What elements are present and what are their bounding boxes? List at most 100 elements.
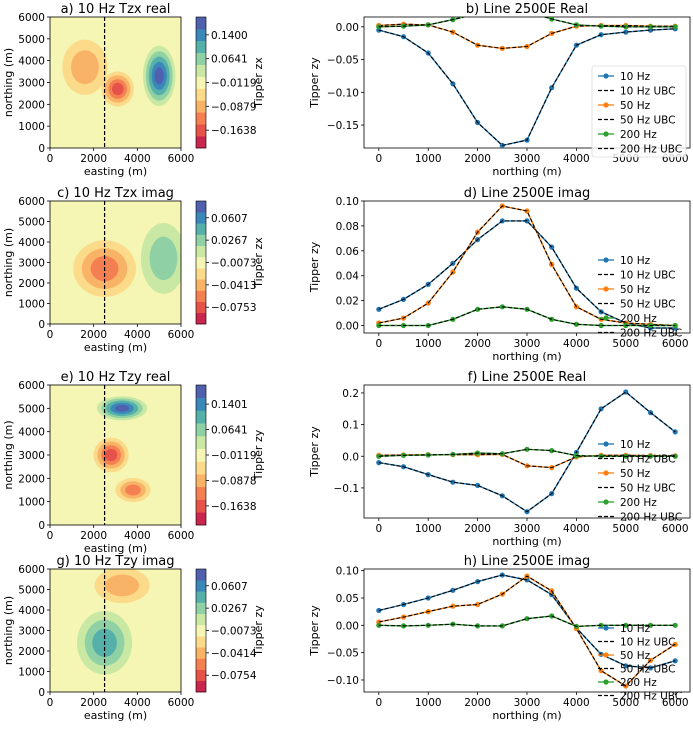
colorbar-tick-label: 0.0267 [211, 603, 248, 615]
y-tick-label: −0.15 [327, 120, 359, 132]
data-point [672, 429, 678, 435]
legend-label: 200 Hz UBC [620, 691, 682, 703]
colorbar-bin [196, 591, 206, 603]
colorbar-tick-label: −0.0414 [211, 648, 257, 660]
y-tick-label: 0.00 [336, 321, 359, 333]
x-tick-label: 4000 [124, 697, 151, 709]
x-tick-label: 3000 [514, 338, 541, 350]
x-tick-label: 0 [375, 697, 382, 709]
y-tick-label: 0.2 [342, 388, 359, 400]
x-axis-label: easting (m) [84, 341, 147, 354]
map-panel-2: e) 10 Hz Tzy real 0 1000 2000 3000 4000 5000 60… [2, 370, 265, 555]
data-point [450, 479, 456, 485]
y-axis-label: northing (m) [2, 228, 15, 297]
colorbar: 0.1400 0.0641 −0.0119 −0.0879 −0.1638 Tipper … [195, 16, 265, 149]
colorbar-bin [196, 658, 206, 670]
legend-marker [603, 470, 609, 476]
colorbar-bin [196, 234, 206, 247]
y-tick-label: 4000 [18, 237, 45, 249]
y-tick-label: 5000 [18, 34, 45, 46]
legend-label: 10 Hz UBC [620, 637, 675, 649]
data-point [450, 587, 456, 593]
colorbar-tick-label: 0.0607 [211, 213, 248, 225]
colorbar: 0.0607 0.0267 −0.0073 −0.0413 −0.0753 Tipper … [195, 200, 265, 325]
x-tick-label: 2000 [464, 697, 491, 709]
y-tick-label: 0.0 [342, 451, 359, 463]
line-panel-3: h) Line 2500E imag 0 1000 2000 3000 4000 5000 6… [308, 554, 691, 722]
legend-label: 200 Hz UBC [620, 512, 682, 524]
plot-frame [363, 568, 691, 693]
map-title: a) 10 Hz Tzx real [61, 2, 171, 17]
data-point [623, 24, 629, 30]
colorbar-bin [196, 499, 206, 513]
x-tick-label: 6000 [168, 329, 195, 341]
y-tick-label: 5000 [18, 585, 45, 597]
x-tick-label: 2000 [80, 697, 107, 709]
x-tick-label: 6000 [168, 697, 195, 709]
colorbar-bin [196, 290, 206, 302]
x-axis-label: northing (m) [492, 165, 561, 178]
legend-label: 200 Hz UBC [620, 144, 682, 156]
y-tick-label: 1000 [18, 121, 45, 133]
y-tick-label: 1000 [18, 667, 45, 679]
colorbar-bin [196, 636, 206, 648]
data-point [672, 453, 678, 459]
data-point [672, 24, 678, 30]
contour-level [71, 50, 99, 85]
map-title: g) 10 Hz Tzy imag [57, 554, 175, 569]
ubc-series-line [378, 575, 676, 687]
y-tick-label: 0.10 [336, 196, 359, 208]
colorbar-bin [196, 52, 206, 65]
colorbar-tick-label: 0.0641 [211, 425, 248, 437]
colorbar-bin [196, 448, 206, 462]
colorbar-tick-label: 0.0267 [211, 235, 248, 247]
colorbar-tick-label: 0.0607 [211, 581, 248, 593]
y-tick-label: 3000 [18, 626, 45, 638]
legend-label: 10 Hz [620, 439, 651, 451]
legend-label: 200 Hz UBC [620, 328, 682, 340]
legend-label: 50 Hz UBC [620, 483, 675, 495]
legend-label: 200 Hz [620, 677, 657, 689]
y-tick-label: 0.04 [336, 271, 360, 283]
legend-label: 200 Hz [620, 497, 657, 509]
colorbar-bin [196, 580, 206, 592]
colorbar-bin [196, 124, 206, 137]
colorbar-bin [196, 40, 206, 54]
colorbar-tick-label: 0.1401 [211, 399, 248, 411]
data-point [647, 24, 654, 30]
colorbar-bin [196, 680, 206, 693]
colorbar-tick-label: −0.0753 [211, 302, 257, 314]
plot-area [376, 17, 678, 148]
legend-marker [603, 499, 609, 505]
y-tick-label: 0 [38, 687, 45, 699]
colorbar-bin [196, 301, 206, 314]
colorbar-bin [196, 435, 206, 449]
data-point [475, 482, 481, 488]
plot-title: b) Line 2500E Real [466, 2, 588, 17]
colorbar-bin [196, 28, 206, 42]
y-tick-label: 2000 [18, 646, 45, 658]
data-point [524, 446, 530, 452]
y-tick-label: 4000 [18, 427, 45, 439]
data-point [524, 616, 530, 622]
y-tick-label: −0.10 [327, 675, 359, 687]
x-tick-label: 6000 [168, 153, 195, 165]
colorbar-bin [196, 256, 206, 269]
y-axis-label: northing (m) [2, 596, 15, 665]
y-tick-label: 0 [38, 143, 45, 155]
y-axis-label: northing (m) [2, 420, 15, 489]
y-tick-label: 6000 [18, 564, 45, 576]
y-tick-label: 0.05 [336, 593, 359, 605]
contour-field [50, 201, 181, 324]
colorbar-tick-label: −0.0119 [211, 78, 257, 90]
x-tick-label: 4000 [563, 338, 590, 350]
contour-level [149, 236, 178, 281]
colorbar-bin [196, 602, 206, 615]
legend-marker [603, 102, 609, 108]
y-tick-label: 1000 [18, 497, 45, 509]
legend-marker [603, 625, 609, 631]
colorbar-bin [196, 279, 206, 291]
